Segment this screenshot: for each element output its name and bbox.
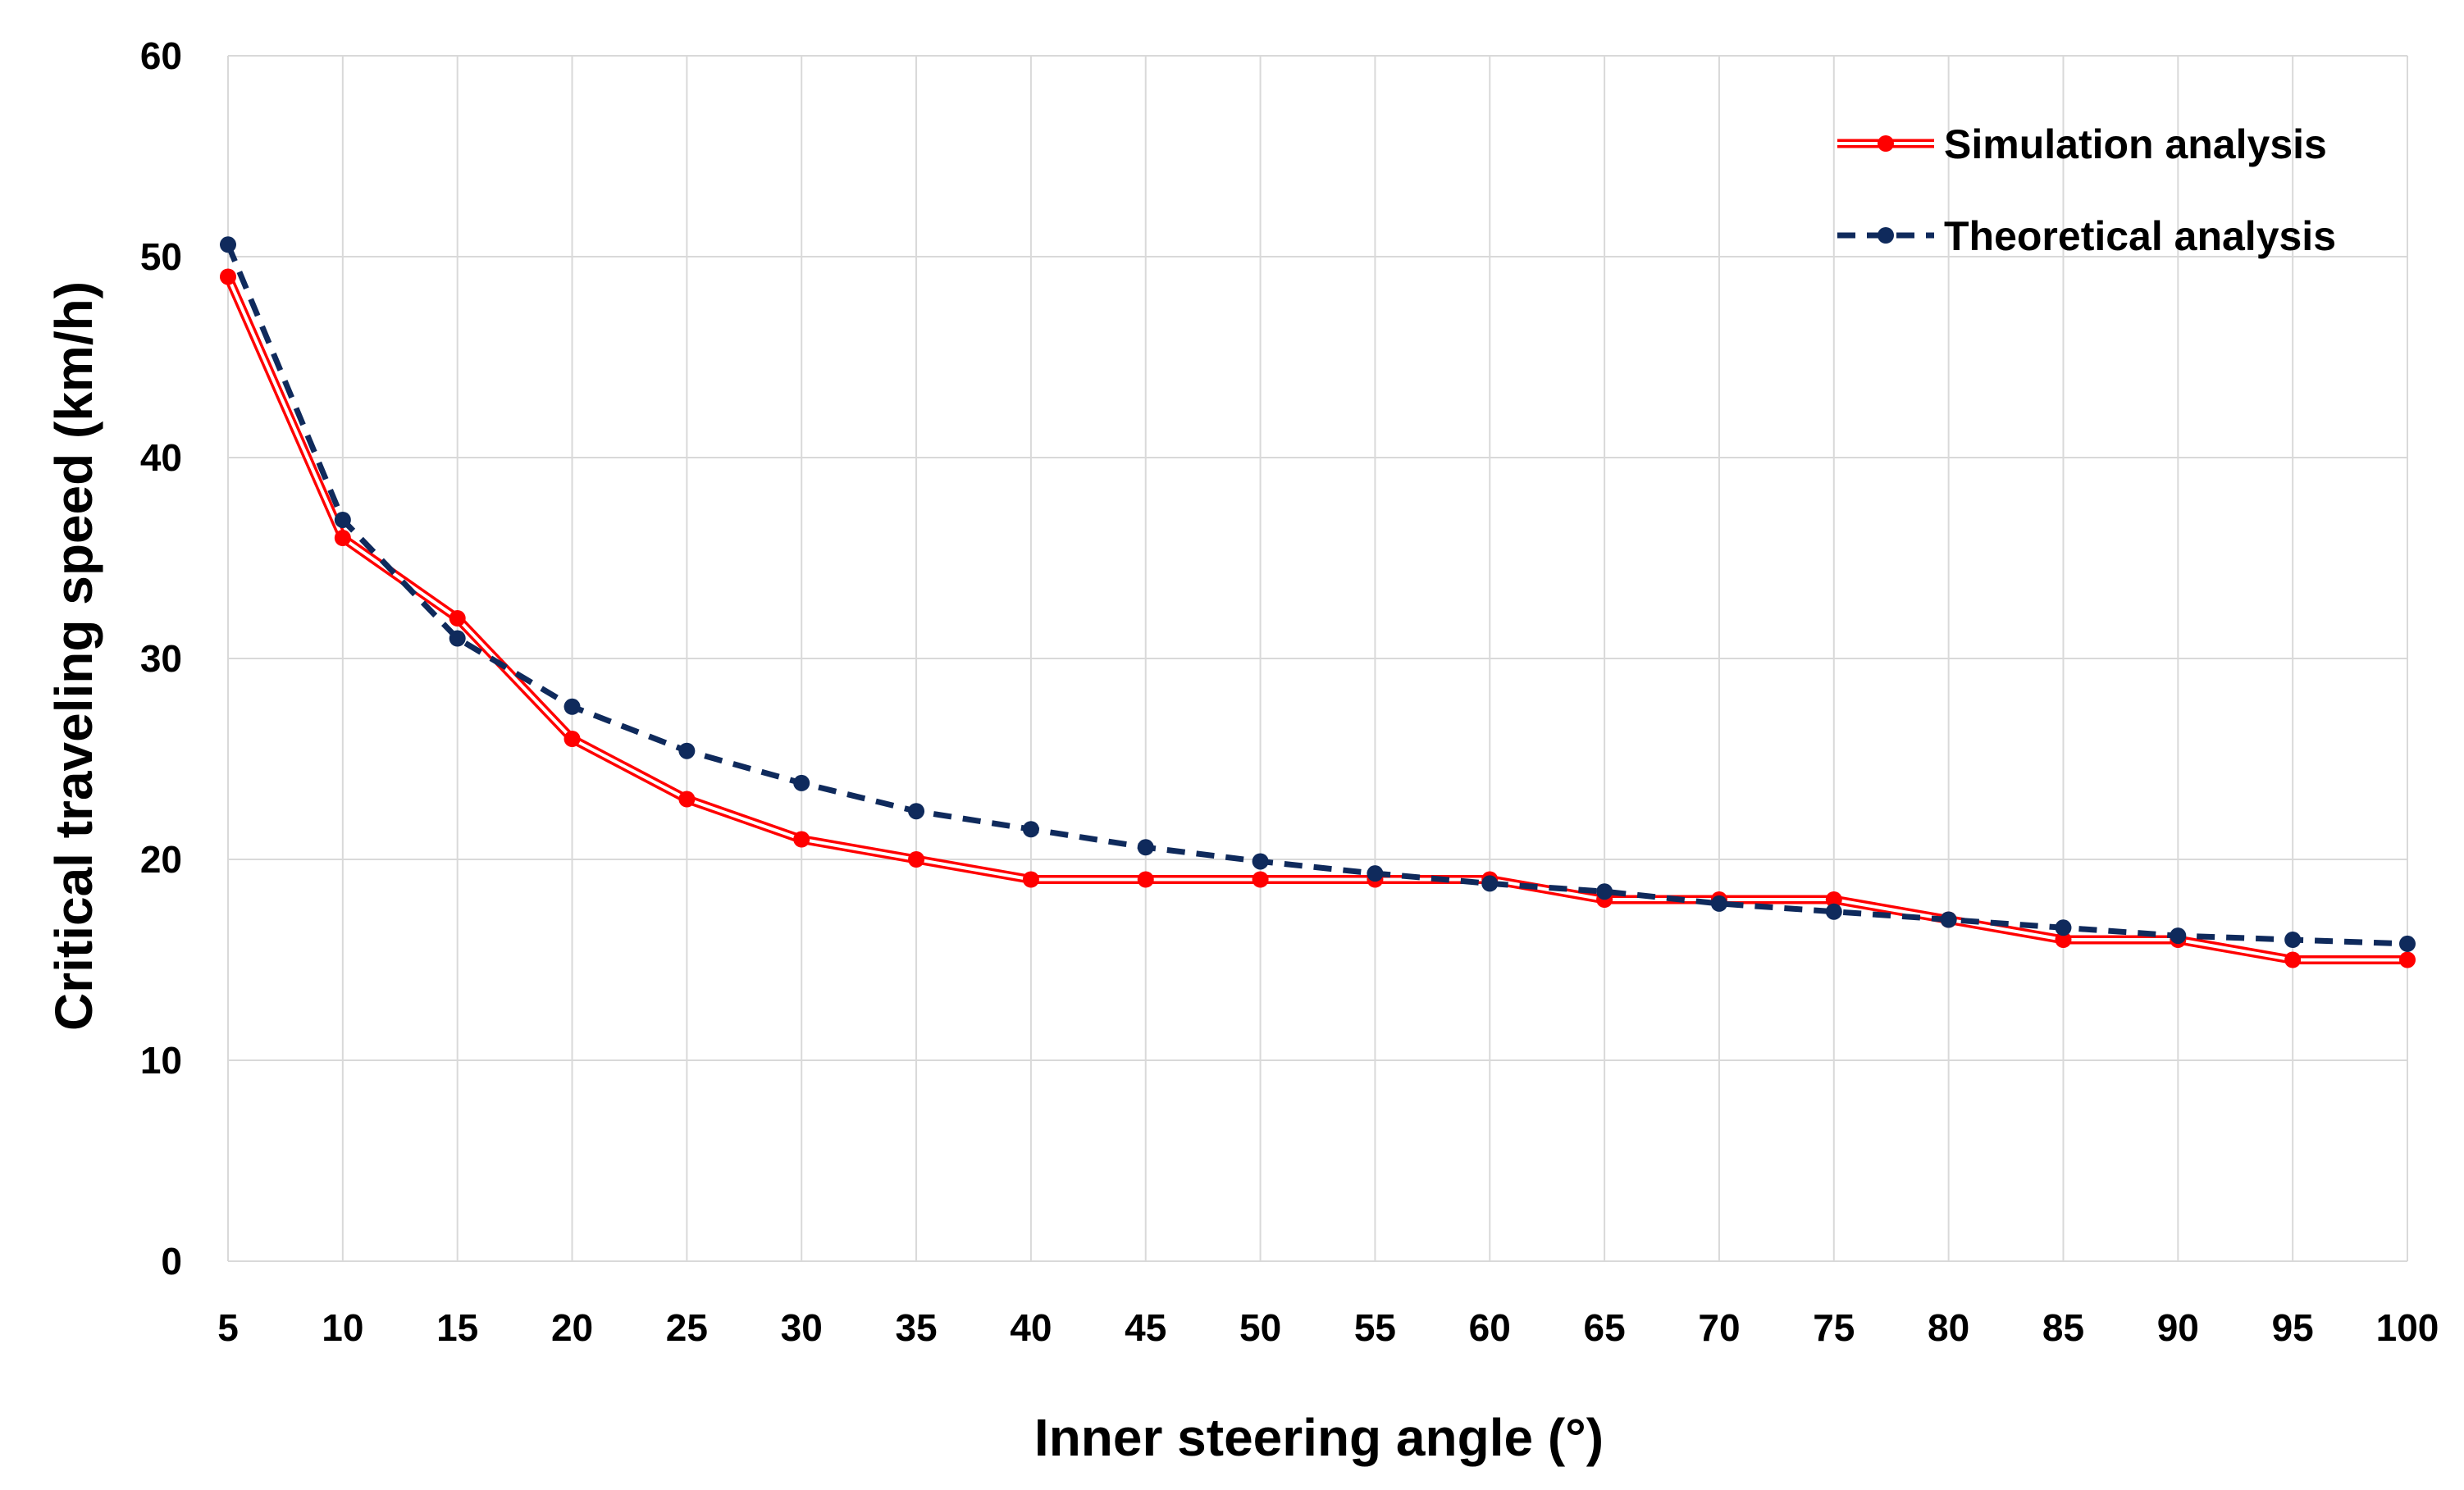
x-tick-label-6: 35 (895, 1306, 937, 1349)
simulation-point-8 (1137, 871, 1154, 888)
y-tick-label-4: 40 (140, 436, 182, 479)
theoretical-point-14 (1825, 903, 1842, 920)
theoretical-point-12 (1596, 883, 1613, 900)
simulation-series-line-inner (226, 276, 2407, 962)
simulation-point-2 (449, 610, 466, 627)
theoretical-point-4 (678, 742, 696, 759)
theoretical-point-9 (1252, 853, 1269, 870)
x-tick-label-14: 75 (1813, 1306, 1855, 1349)
x-axis-title: Inner steering angle (°) (1034, 1408, 1604, 1467)
x-tick-label-17: 90 (2157, 1306, 2199, 1349)
legend-simulation-marker (1878, 135, 1894, 152)
legend-theoretical-label: Theoretical analysis (1944, 213, 2336, 259)
simulation-point-18 (2284, 951, 2302, 968)
x-tick-label-1: 10 (322, 1306, 363, 1349)
legend-theoretical-marker (1878, 227, 1894, 244)
y-tick-labels: 0 10 20 30 40 50 60 (140, 34, 182, 1283)
simulation-point-4 (678, 791, 696, 808)
simulation-point-0 (220, 268, 236, 285)
x-tick-label-15: 80 (1928, 1306, 1969, 1349)
y-tick-label-5: 50 (140, 235, 182, 278)
x-tick-label-16: 85 (2042, 1306, 2084, 1349)
x-tick-label-5: 30 (781, 1306, 823, 1349)
y-tick-label-3: 30 (140, 637, 182, 680)
x-tick-label-3: 20 (551, 1306, 593, 1349)
simulation-series-line-outer (223, 275, 2407, 964)
y-tick-label-2: 20 (140, 838, 182, 881)
simulation-point-14 (1825, 891, 1842, 908)
theoretical-point-11 (1481, 875, 1499, 892)
x-tick-label-11: 60 (1469, 1306, 1511, 1349)
gridlines (227, 55, 2408, 1262)
simulation-point-9 (1252, 871, 1269, 888)
theoretical-point-17 (2170, 927, 2187, 945)
theoretical-point-10 (1367, 865, 1384, 882)
x-tick-label-7: 40 (1010, 1306, 1052, 1349)
y-axis-title: Critical traveling speed (km/h) (44, 281, 103, 1031)
simulation-point-5 (793, 831, 810, 848)
simulation-point-6 (908, 851, 925, 868)
theoretical-point-6 (908, 803, 925, 820)
x-tick-labels: 5 10 15 20 25 30 35 40 45 50 55 60 65 70 75 80 85 90 95 100 (217, 1306, 2439, 1349)
y-tick-label-0: 0 (161, 1240, 182, 1283)
theoretical-point-19 (2399, 935, 2416, 952)
simulation-point-1 (334, 530, 351, 546)
simulation-point-19 (2399, 951, 2416, 968)
x-tick-label-10: 55 (1354, 1306, 1396, 1349)
x-tick-label-8: 45 (1125, 1306, 1166, 1349)
theoretical-point-18 (2284, 932, 2302, 948)
theoretical-point-0 (220, 236, 236, 253)
theoretical-point-3 (564, 698, 581, 715)
simulation-point-16 (2055, 932, 2072, 948)
theoretical-series-line (225, 243, 2408, 947)
data-series (220, 236, 2416, 968)
y-tick-label-1: 10 (140, 1039, 182, 1082)
x-tick-label-12: 65 (1584, 1306, 1626, 1349)
theoretical-point-7 (1022, 821, 1039, 838)
x-tick-label-18: 95 (2272, 1306, 2314, 1349)
theoretical-point-15 (1940, 911, 1957, 928)
theoretical-point-16 (2055, 919, 2072, 936)
x-tick-label-4: 25 (666, 1306, 708, 1349)
theoretical-point-13 (1710, 895, 1727, 912)
x-tick-label-19: 100 (2376, 1306, 2439, 1349)
simulation-point-7 (1022, 871, 1039, 888)
x-tick-label-13: 70 (1698, 1306, 1740, 1349)
theoretical-point-1 (334, 511, 351, 528)
theoretical-point-5 (793, 774, 810, 791)
theoretical-point-2 (449, 630, 466, 647)
y-tick-label-6: 60 (140, 34, 182, 77)
legend-simulation-label: Simulation analysis (1944, 121, 2327, 167)
legend: Simulation analysis Theoretical analysis (1837, 121, 2336, 259)
x-tick-label-2: 15 (436, 1306, 478, 1349)
simulation-point-3 (564, 731, 581, 747)
x-tick-label-0: 5 (217, 1306, 239, 1349)
theoretical-point-8 (1137, 839, 1154, 856)
x-tick-label-9: 50 (1239, 1306, 1281, 1349)
